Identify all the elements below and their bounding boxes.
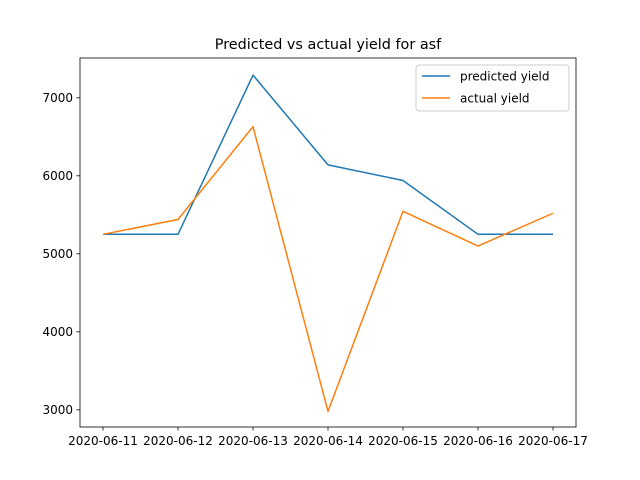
- x-tick-label: 2020-06-14: [293, 434, 363, 448]
- y-tick-label: 6000: [42, 169, 73, 183]
- y-tick-label: 7000: [42, 91, 73, 105]
- x-tick-label: 2020-06-13: [218, 434, 288, 448]
- chart-title: Predicted vs actual yield for asf: [215, 37, 442, 53]
- legend: predicted yield actual yield: [415, 64, 570, 112]
- legend-label: predicted yield: [460, 70, 550, 84]
- y-tick-label: 5000: [42, 247, 73, 261]
- x-tick-label: 2020-06-11: [68, 434, 138, 448]
- x-axis: 2020-06-11 2020-06-12 2020-06-13 2020-06-14…: [68, 427, 588, 448]
- legend-box: [415, 64, 570, 112]
- y-tick-label: 3000: [42, 403, 73, 417]
- y-tick-label: 4000: [42, 325, 73, 339]
- series-line-predicted-yield: [103, 74, 553, 236]
- legend-label: actual yield: [460, 92, 530, 106]
- y-axis: 3000 4000 5000 6000 7000: [42, 91, 80, 417]
- x-tick-label: 2020-06-17: [518, 434, 588, 448]
- plot-frame: [79, 57, 577, 428]
- x-tick-label: 2020-06-12: [143, 434, 213, 448]
- series-line-actual-yield: [102, 125, 554, 413]
- x-tick-label: 2020-06-16: [443, 434, 513, 448]
- x-tick-label: 2020-06-15: [368, 434, 438, 448]
- plot-area: [79, 57, 577, 428]
